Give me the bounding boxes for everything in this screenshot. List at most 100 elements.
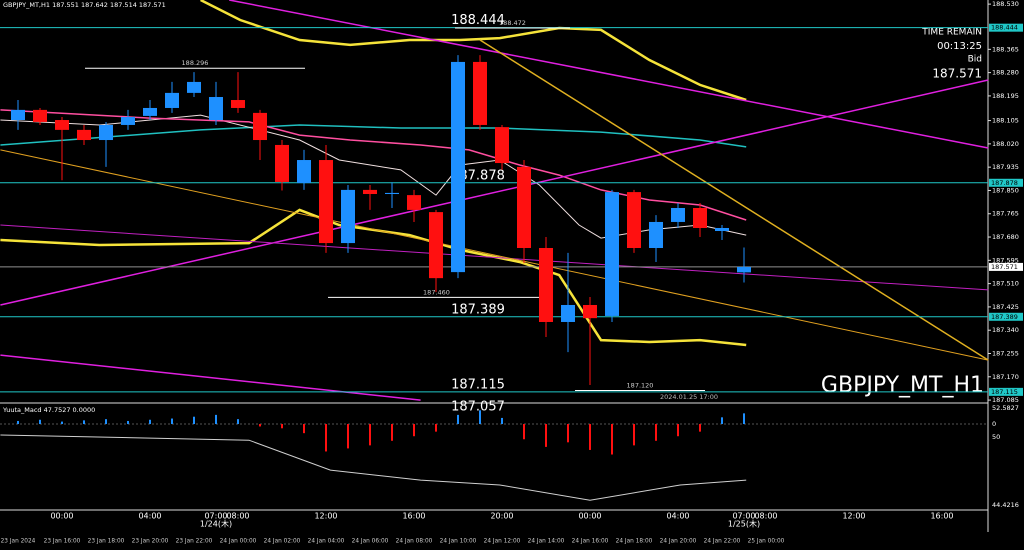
candle-body	[407, 195, 421, 210]
x-tick-label: 08:00	[754, 512, 777, 521]
x-tick-label: 00:00	[578, 512, 601, 521]
candle-body	[297, 160, 311, 184]
candle-body	[539, 247, 553, 322]
x-tick-label: 07:00	[732, 512, 755, 521]
level-small-label: 188.472	[499, 19, 526, 27]
macd-bar	[567, 424, 569, 443]
x-tick-label: 08:00	[226, 512, 249, 521]
candle-body	[627, 192, 641, 248]
x-scale-label: 24 Jan 22:00	[704, 539, 741, 545]
macd-bar	[633, 424, 635, 446]
info-time: 00:13:25	[937, 41, 982, 52]
price-line-label: 187.878	[991, 179, 1018, 187]
info-label: TIME REMAIN	[921, 28, 982, 38]
price-box	[989, 312, 1023, 321]
watermark: GBPJPY_MT_H1	[821, 373, 984, 398]
y-tick-label: 187.595	[992, 256, 1019, 264]
candle-body	[99, 124, 113, 141]
candle-body	[737, 266, 751, 273]
candle-body	[55, 120, 69, 130]
x-scale-label: 24 Jan 08:00	[396, 539, 433, 545]
x-tick-label: 12:00	[314, 512, 337, 521]
price-line-label: 188.444	[991, 24, 1018, 32]
macd-bar	[149, 419, 151, 425]
candle-body	[253, 112, 267, 141]
candle-body	[385, 192, 399, 195]
y-tick-label: 187.085	[992, 396, 1019, 404]
y-tick-label: 187.425	[992, 303, 1019, 311]
macd-bar	[545, 424, 547, 447]
chart-title: GBPJPY_MT,H1 187.551 187.642 187.514 187…	[3, 1, 166, 9]
macd-bar	[259, 424, 261, 427]
x-tick-label: 07:00	[204, 512, 227, 521]
price-line-label: 187.389	[991, 313, 1018, 321]
x-scale-label: 24 Jan 20:00	[660, 539, 697, 545]
macd-bar	[413, 424, 415, 437]
y-tick-label: 187.255	[992, 349, 1019, 357]
info-bid: 187.571	[932, 67, 982, 81]
x-scale-label: 23 Jan 2024	[1, 539, 36, 545]
x-tick-label: 16:00	[930, 512, 953, 521]
candle-body	[143, 107, 157, 116]
y-tick-label: 187.170	[992, 373, 1019, 381]
macd-bar	[105, 419, 107, 425]
macd-axis-label: 0	[992, 420, 996, 428]
y-tick-label: 187.765	[992, 210, 1019, 218]
candle-body	[33, 109, 47, 122]
x-tick-label: 12:00	[842, 512, 865, 521]
x-tick-label: 16:00	[402, 512, 425, 521]
indicator-line	[200, 0, 747, 102]
y-tick-label: 188.365	[992, 45, 1019, 53]
candle-body	[77, 129, 91, 141]
level-small-label: 187.460	[423, 288, 450, 296]
macd-bar	[215, 414, 217, 425]
level-small-label: 188.296	[182, 59, 209, 67]
level-small-label: 187.120	[627, 381, 654, 389]
y-tick-label: 188.105	[992, 117, 1019, 125]
macd-title: Yuuta_Macd 47.7527 0.0000	[2, 406, 95, 414]
indicator-line	[229, 0, 989, 149]
candle-body	[583, 304, 597, 319]
candle-body	[561, 304, 575, 322]
candle-body	[451, 61, 465, 273]
x-scale-label: 24 Jan 10:00	[440, 539, 477, 545]
x-tick-label: 00:00	[50, 512, 73, 521]
price-line-label: 187.115	[991, 388, 1018, 396]
macd-bar	[281, 424, 283, 429]
candle-body	[231, 100, 245, 108]
macd-bar	[127, 420, 129, 425]
macd-bar	[589, 424, 591, 450]
macd-bar	[83, 420, 85, 425]
x-scale-label: 23 Jan 18:00	[88, 539, 125, 545]
candle-body	[121, 117, 135, 125]
candle-body	[11, 109, 25, 121]
macd-bar	[325, 424, 327, 452]
x-scale-label: 23 Jan 20:00	[132, 539, 169, 545]
candle-body	[605, 192, 619, 316]
info-bid-label: Bid	[968, 55, 982, 65]
y-tick-label: 187.510	[992, 280, 1019, 288]
indicator-line	[0, 149, 989, 361]
x-tick-label: 20:00	[490, 512, 513, 521]
y-tick-label: 187.340	[992, 326, 1019, 334]
candle-body	[517, 166, 531, 248]
macd-bar	[721, 417, 723, 425]
x-scale-label: 24 Jan 14:00	[528, 539, 565, 545]
macd-bar	[655, 424, 657, 441]
price-line-label: 187.571	[991, 263, 1018, 271]
macd-bar	[237, 419, 239, 425]
macd-bar	[171, 418, 173, 425]
x-tick-label: 04:00	[666, 512, 689, 521]
y-tick-label: 187.850	[992, 186, 1019, 194]
macd-bar	[391, 424, 393, 441]
candle-body	[649, 221, 663, 248]
x-tick-label: 04:00	[138, 512, 161, 521]
macd-bar	[303, 424, 305, 434]
indicator-line	[0, 109, 747, 221]
indicator-line	[0, 354, 421, 401]
macd-signal	[0, 434, 747, 501]
indicator-line	[0, 124, 747, 148]
candle-body	[275, 144, 289, 182]
candle-body	[715, 227, 729, 232]
